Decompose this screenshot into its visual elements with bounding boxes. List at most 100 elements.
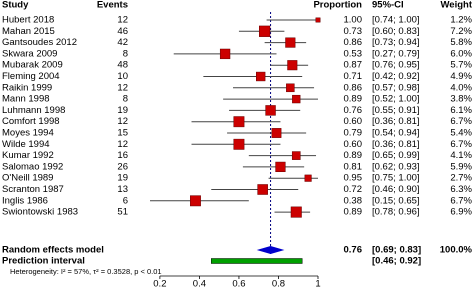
proportion: 0.72 bbox=[344, 184, 363, 195]
study-marker bbox=[219, 48, 231, 60]
weight: 6.1% bbox=[450, 105, 472, 116]
prediction-ci: [0.46; 0.92] bbox=[372, 256, 421, 267]
proportion: 0.89 bbox=[344, 150, 363, 161]
events: 12 bbox=[117, 139, 128, 150]
prediction-bar bbox=[211, 258, 303, 264]
x-tick-label: 0.6 bbox=[232, 279, 245, 289]
proportion: 0.73 bbox=[344, 26, 363, 37]
weight: 6.7% bbox=[450, 116, 472, 127]
proportion: 0.76 bbox=[344, 105, 363, 116]
proportion: 0.86 bbox=[344, 37, 363, 48]
study-marker bbox=[271, 128, 282, 138]
study-name: Luhmann 1998 bbox=[2, 105, 65, 116]
study-marker bbox=[257, 184, 268, 195]
column-header: 95%-CI bbox=[372, 0, 404, 11]
study-marker bbox=[265, 105, 276, 116]
column-header: Weight bbox=[441, 0, 473, 11]
ci: [0.73; 0.94] bbox=[372, 37, 420, 48]
events: 12 bbox=[117, 82, 128, 93]
ci: [0.36; 0.81] bbox=[372, 139, 420, 150]
events: 12 bbox=[117, 15, 128, 26]
study-name: Inglis 1986 bbox=[2, 195, 48, 206]
ci: [0.74; 1.00] bbox=[372, 15, 420, 26]
study-marker bbox=[259, 25, 271, 37]
proportion: 0.89 bbox=[344, 207, 363, 218]
weight: 3.8% bbox=[450, 94, 472, 105]
weight: 7.2% bbox=[450, 26, 472, 37]
study-name: Raikin 1999 bbox=[2, 82, 52, 93]
x-tick-label: 0.8 bbox=[272, 279, 285, 289]
proportion: 0.60 bbox=[344, 116, 363, 127]
study-marker bbox=[286, 83, 295, 93]
study-name: O'Neill 1989 bbox=[2, 173, 53, 184]
weight: 6.7% bbox=[450, 195, 472, 206]
ci: [0.78; 0.96] bbox=[372, 207, 420, 218]
proportion: 0.89 bbox=[344, 94, 363, 105]
x-tick-label: 0.4 bbox=[193, 279, 206, 289]
study-name: Mann 1998 bbox=[2, 94, 50, 105]
x-tick-label: 0.2 bbox=[153, 279, 166, 289]
ci: [0.65; 0.99] bbox=[372, 150, 420, 161]
proportion: 0.86 bbox=[344, 82, 363, 93]
events: 19 bbox=[117, 105, 128, 116]
ci: [0.60; 0.83] bbox=[372, 26, 420, 37]
column-header: Study bbox=[2, 0, 29, 11]
weight: 1.2% bbox=[450, 15, 472, 26]
events: 15 bbox=[117, 128, 128, 139]
study-marker bbox=[292, 94, 301, 104]
study-marker bbox=[233, 116, 245, 128]
proportion: 0.79 bbox=[344, 128, 363, 139]
ci: [0.76; 0.95] bbox=[372, 60, 420, 71]
proportion: 0.95 bbox=[344, 173, 363, 184]
weight: 4.0% bbox=[450, 82, 472, 93]
events: 12 bbox=[117, 116, 128, 127]
weight: 6.7% bbox=[450, 139, 472, 150]
ci: [0.75; 1.00] bbox=[372, 173, 420, 184]
events: 6 bbox=[123, 195, 128, 206]
ci: [0.54; 0.94] bbox=[372, 128, 420, 139]
events: 10 bbox=[117, 71, 128, 82]
heterogeneity: Heterogeneity: I² = 57%, τ² = 0.3528, p … bbox=[10, 267, 162, 276]
weight: 6.0% bbox=[450, 48, 472, 59]
summary-value: 0.76 bbox=[344, 245, 363, 256]
study-name: Mahan 2015 bbox=[2, 26, 55, 37]
weight: 4.9% bbox=[450, 71, 472, 82]
proportion: 0.81 bbox=[344, 161, 363, 172]
summary-weight: 100.0% bbox=[440, 245, 473, 256]
weight: 5.4% bbox=[450, 128, 472, 139]
study-marker bbox=[287, 60, 298, 71]
ci: [0.55; 0.91] bbox=[372, 105, 420, 116]
summary-name: Random effects model bbox=[2, 245, 104, 256]
prediction-name: Prediction interval bbox=[2, 256, 85, 267]
study-marker bbox=[256, 71, 266, 82]
study-marker bbox=[190, 195, 201, 207]
proportion: 0.60 bbox=[344, 139, 363, 150]
study-marker bbox=[291, 151, 301, 160]
proportion: 0.38 bbox=[344, 195, 363, 206]
weight: 4.1% bbox=[450, 150, 472, 161]
weight: 6.3% bbox=[450, 184, 472, 195]
ci: [0.15; 0.65] bbox=[372, 195, 420, 206]
events: 13 bbox=[117, 184, 128, 195]
study-name: Mubarak 2009 bbox=[2, 60, 63, 71]
ci: [0.36; 0.81] bbox=[372, 116, 420, 127]
study-marker bbox=[315, 17, 321, 23]
ci: [0.62; 0.93] bbox=[372, 161, 420, 172]
events: 48 bbox=[117, 60, 128, 71]
events: 26 bbox=[117, 161, 128, 172]
ci: [0.42; 0.92] bbox=[372, 71, 420, 82]
weight: 2.7% bbox=[450, 173, 472, 184]
ci: [0.57; 0.98] bbox=[372, 82, 420, 93]
weight: 6.9% bbox=[450, 207, 472, 218]
summary-diamond bbox=[256, 246, 285, 254]
proportion: 0.71 bbox=[344, 71, 363, 82]
study-marker bbox=[275, 161, 286, 173]
events: 19 bbox=[117, 173, 128, 184]
events: 8 bbox=[123, 94, 128, 105]
study-marker bbox=[285, 37, 296, 48]
study-marker bbox=[304, 174, 312, 182]
study-name: Wilde 1994 bbox=[2, 139, 50, 150]
study-name: Salomao 1992 bbox=[2, 161, 63, 172]
events: 51 bbox=[117, 207, 128, 218]
